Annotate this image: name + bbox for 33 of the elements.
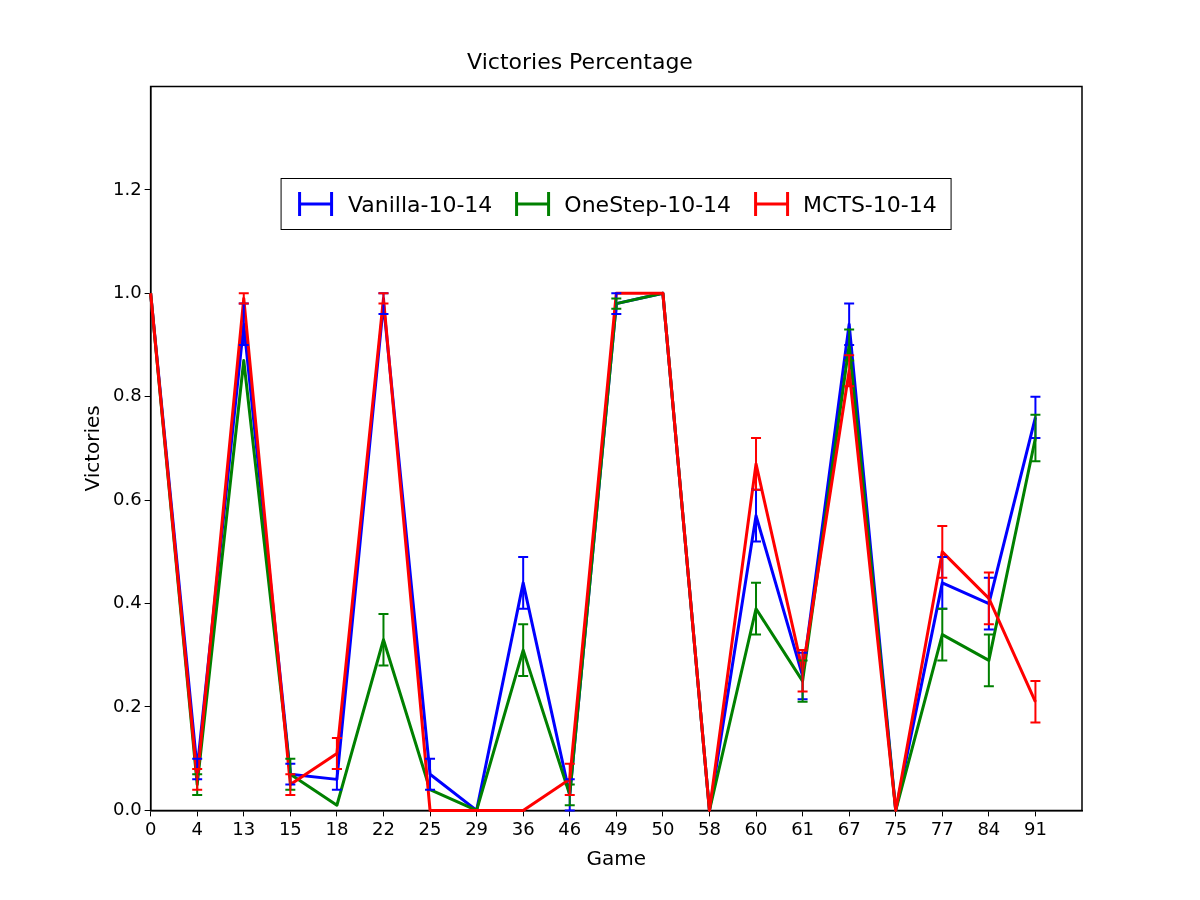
- y-tick-label: 0.4: [112, 591, 142, 613]
- y-axis-title: Victories: [80, 405, 105, 492]
- x-tick-label: 46: [558, 817, 582, 839]
- x-tick-label: 77: [930, 817, 954, 839]
- x-tick-label: 36: [511, 817, 535, 839]
- x-tick-label: 4: [191, 817, 203, 839]
- x-tick-label: 50: [651, 817, 675, 839]
- x-tick-label: 49: [604, 817, 628, 839]
- x-tick-label: 67: [837, 817, 861, 839]
- y-tick-label: 0.8: [112, 384, 142, 406]
- y-tick-label: 0.6: [112, 487, 142, 509]
- x-tick-label: 61: [791, 817, 815, 839]
- x-tick-label: 18: [325, 817, 349, 839]
- y-tick-label: 1.0: [112, 280, 142, 302]
- x-tick-label: 29: [465, 817, 489, 839]
- x-tick-label: 25: [418, 817, 442, 839]
- x-tick-label: 60: [744, 817, 768, 839]
- chart-title: Victories Percentage: [467, 48, 693, 74]
- y-tick-label: 0.2: [112, 694, 142, 716]
- x-tick-label: 22: [372, 817, 395, 839]
- legend-label: Vanilla-10-14: [347, 191, 493, 217]
- y-tick-label: 0.0: [112, 798, 142, 820]
- x-tick-label: 75: [884, 817, 908, 839]
- legend-label: MCTS-10-14: [803, 191, 937, 217]
- y-tick-label: 1.2: [112, 177, 142, 199]
- x-tick-label: 91: [1023, 817, 1047, 839]
- x-tick-label: 58: [698, 817, 721, 839]
- x-axis-title: Game: [586, 846, 647, 871]
- x-tick-label: 84: [977, 817, 1001, 839]
- x-tick-label: 0: [144, 817, 157, 839]
- legend-label: OneStep-10-14: [564, 191, 732, 217]
- x-tick-label: 15: [278, 817, 302, 839]
- x-tick-label: 13: [232, 817, 256, 839]
